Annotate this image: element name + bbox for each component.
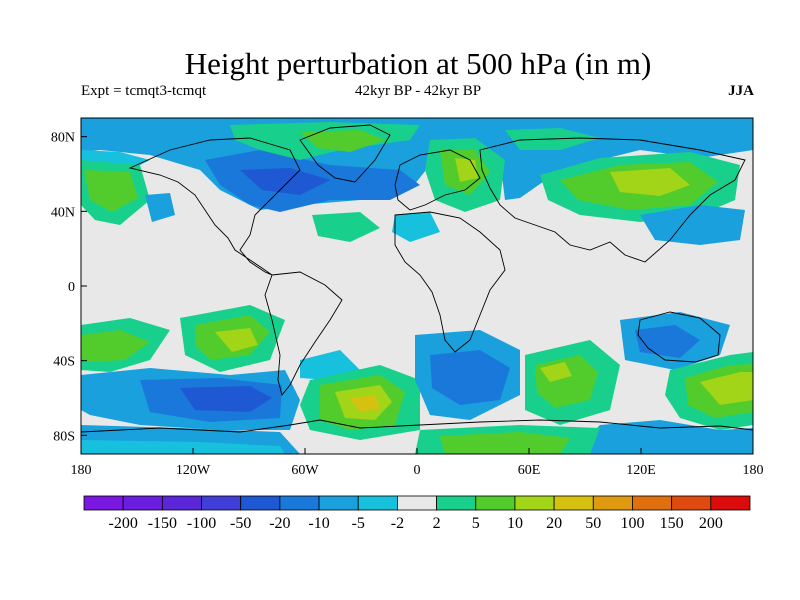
colorbar-swatch (553, 495, 594, 511)
coastline-south-america (264, 271, 343, 396)
contour-region (350, 395, 380, 412)
contour-region (81, 440, 285, 454)
contour-region (215, 328, 258, 352)
colorbar-label: 200 (699, 515, 723, 532)
colorbar-swatch (514, 495, 555, 511)
contour-region (312, 212, 380, 242)
y-tick-label: 80S (53, 429, 75, 444)
x-tick-label: 180 (743, 463, 764, 478)
colorbar-label: 2 (433, 515, 441, 532)
colorbar-swatch (632, 495, 673, 511)
x-tick-label: 0 (414, 463, 421, 478)
coastline-europe (394, 149, 481, 211)
colorbar-label: -50 (230, 515, 251, 532)
contour-region (540, 362, 572, 382)
y-tick-label: 40N (51, 205, 75, 220)
colorbar-swatch (240, 495, 281, 511)
contour-region (300, 130, 385, 152)
y-tick-label: 80N (51, 131, 75, 146)
colorbar-swatch (201, 495, 242, 511)
colorbar-swatch (671, 495, 712, 511)
colorbar-swatch (592, 495, 633, 511)
colorbar-swatch (475, 495, 516, 511)
contour-region (240, 168, 330, 195)
colorbar-label: -2 (391, 515, 404, 532)
colorbar-swatch (122, 495, 163, 511)
x-tick-label: 180 (71, 463, 92, 478)
contour-region (430, 350, 510, 405)
colorbar-label: 50 (585, 515, 601, 532)
y-tick-label: 40S (53, 355, 75, 370)
coastline-australia (637, 311, 721, 363)
contour-region (700, 372, 753, 405)
coastlines (81, 124, 753, 433)
coastline-africa (394, 211, 506, 353)
colorbar-label: 5 (472, 515, 480, 532)
colorbar-label: -150 (148, 515, 177, 532)
contour-region (610, 168, 690, 196)
colorbar-label: 150 (660, 515, 684, 532)
coastline-north-america (128, 137, 301, 276)
colorbar-label: -200 (109, 515, 138, 532)
contour-field (81, 118, 753, 454)
colorbar-swatch (279, 495, 320, 511)
colorbar-label: 10 (507, 515, 523, 532)
colorbar-label: -20 (269, 515, 290, 532)
contour-region (440, 432, 570, 454)
contour-region (392, 212, 440, 242)
colorbar: -200 -150 -100 -50 -20 -10 -5 -2 2 5 10 20 50 100 150 2… (83, 495, 751, 532)
x-tick-label: 120W (176, 463, 211, 478)
coastline-asia (479, 137, 746, 263)
season-label: JJA (728, 83, 754, 99)
colorbar-label: -100 (187, 515, 216, 532)
colorbar-label: 100 (620, 515, 644, 532)
x-tick-label: 60W (291, 463, 319, 478)
experiment-label: Expt = tcmqt3-tcmqt (81, 83, 207, 99)
x-tick-label: 120E (626, 463, 656, 478)
coastline-antarctica (81, 419, 753, 433)
colorbar-swatch (357, 495, 398, 511)
contour-region (81, 330, 150, 362)
colorbar-swatch (397, 495, 437, 511)
coastline-greenland (299, 124, 391, 183)
x-tick-label: 60E (518, 463, 541, 478)
contour-region (84, 170, 138, 212)
contour-region (640, 205, 745, 245)
period-label: 42kyr BP - 42kyr BP (354, 83, 482, 99)
y-tick-label: 0 (68, 280, 75, 295)
colorbar-swatch (318, 495, 359, 511)
contour-region (585, 420, 753, 454)
map-title: Height perturbation at 500 hPa (in m) (184, 46, 652, 81)
colorbar-swatch (710, 495, 751, 511)
contour-region (145, 193, 175, 222)
axis-ticks: 180 120W 60W 0 60E 120E 180 80N 40N 0 40S 80S (51, 131, 764, 478)
contour-region (180, 386, 272, 412)
colorbar-label: -5 (352, 515, 365, 532)
colorbar-swatch (436, 495, 477, 511)
colorbar-label: -10 (308, 515, 329, 532)
colorbar-label: 20 (546, 515, 562, 532)
colorbar-swatch (161, 495, 202, 511)
colorbar-swatch (83, 495, 124, 511)
